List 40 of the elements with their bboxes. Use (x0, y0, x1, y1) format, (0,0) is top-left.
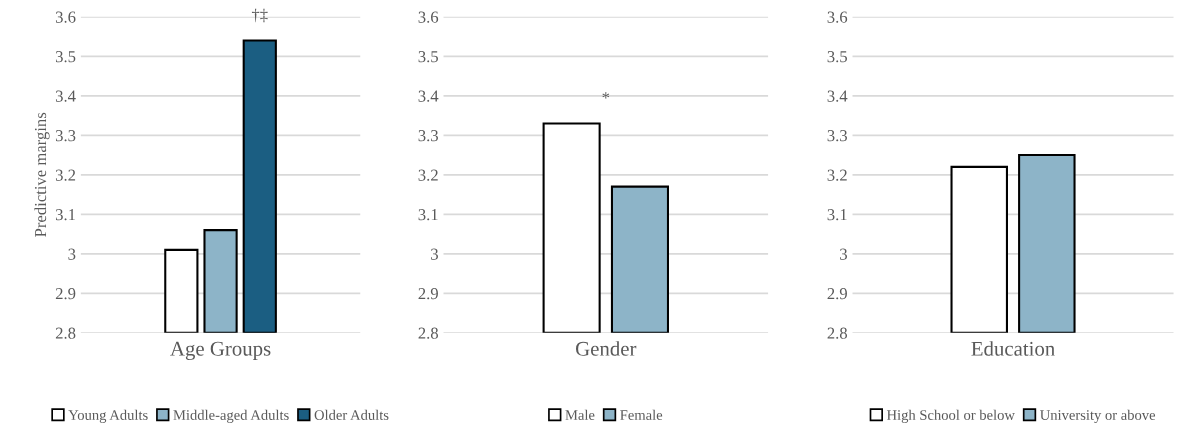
legend-label: Young Adults (68, 409, 148, 423)
y-tick-label: 3.2 (55, 169, 76, 181)
y-tick-label: 3.2 (827, 169, 847, 181)
y-axis-title: Predictive margins (34, 112, 50, 237)
x-tick-label: Age Groups (170, 341, 271, 361)
y-tick-label: 3.5 (827, 51, 847, 63)
y-tick-label: 3 (68, 248, 76, 260)
y-tick-label: 2.9 (827, 288, 847, 300)
y-tick-label: 2.8 (418, 327, 438, 339)
y-tick-label: 3.3 (418, 130, 438, 142)
annotation: †‡ (251, 8, 268, 23)
y-tick-label: 3.6 (55, 11, 76, 23)
y-tick-label: 3.1 (418, 209, 438, 221)
y-tick-label: 3.6 (827, 11, 848, 23)
x-tick-label: Gender (576, 341, 637, 356)
y-tick-label: 2.9 (55, 288, 76, 300)
legend-label: Middle-aged Adults (173, 409, 289, 423)
y-tick-label: 3.3 (55, 130, 76, 142)
annotation: * (602, 92, 610, 99)
y-tick-label: 3.1 (55, 209, 75, 221)
legend-label: Older Adults (314, 409, 389, 420)
y-tick-label: 2.8 (827, 327, 848, 339)
y-tick-label: 2.9 (418, 288, 438, 300)
y-tick-label: 3 (431, 248, 438, 260)
y-tick-label: 3.3 (827, 130, 847, 142)
y-tick-label: 3.5 (55, 51, 76, 63)
legend-label: Female (620, 409, 663, 420)
legend-label: University or above (1040, 409, 1156, 423)
legend-label: High School or below (886, 409, 1015, 423)
y-tick-label: 3.4 (418, 90, 439, 102)
y-tick-label: 3.2 (418, 169, 438, 181)
y-tick-label: 3 (840, 248, 847, 260)
y-tick-label: 3.4 (827, 90, 848, 102)
y-tick-label: 2.8 (55, 327, 76, 339)
y-tick-label: 3.6 (418, 11, 439, 23)
y-tick-label: 3.4 (55, 90, 76, 102)
y-tick-label: 3.1 (827, 209, 847, 221)
x-tick-label: Education (971, 341, 1055, 356)
legend-label: Male (565, 409, 595, 420)
y-tick-label: 3.5 (418, 51, 438, 63)
